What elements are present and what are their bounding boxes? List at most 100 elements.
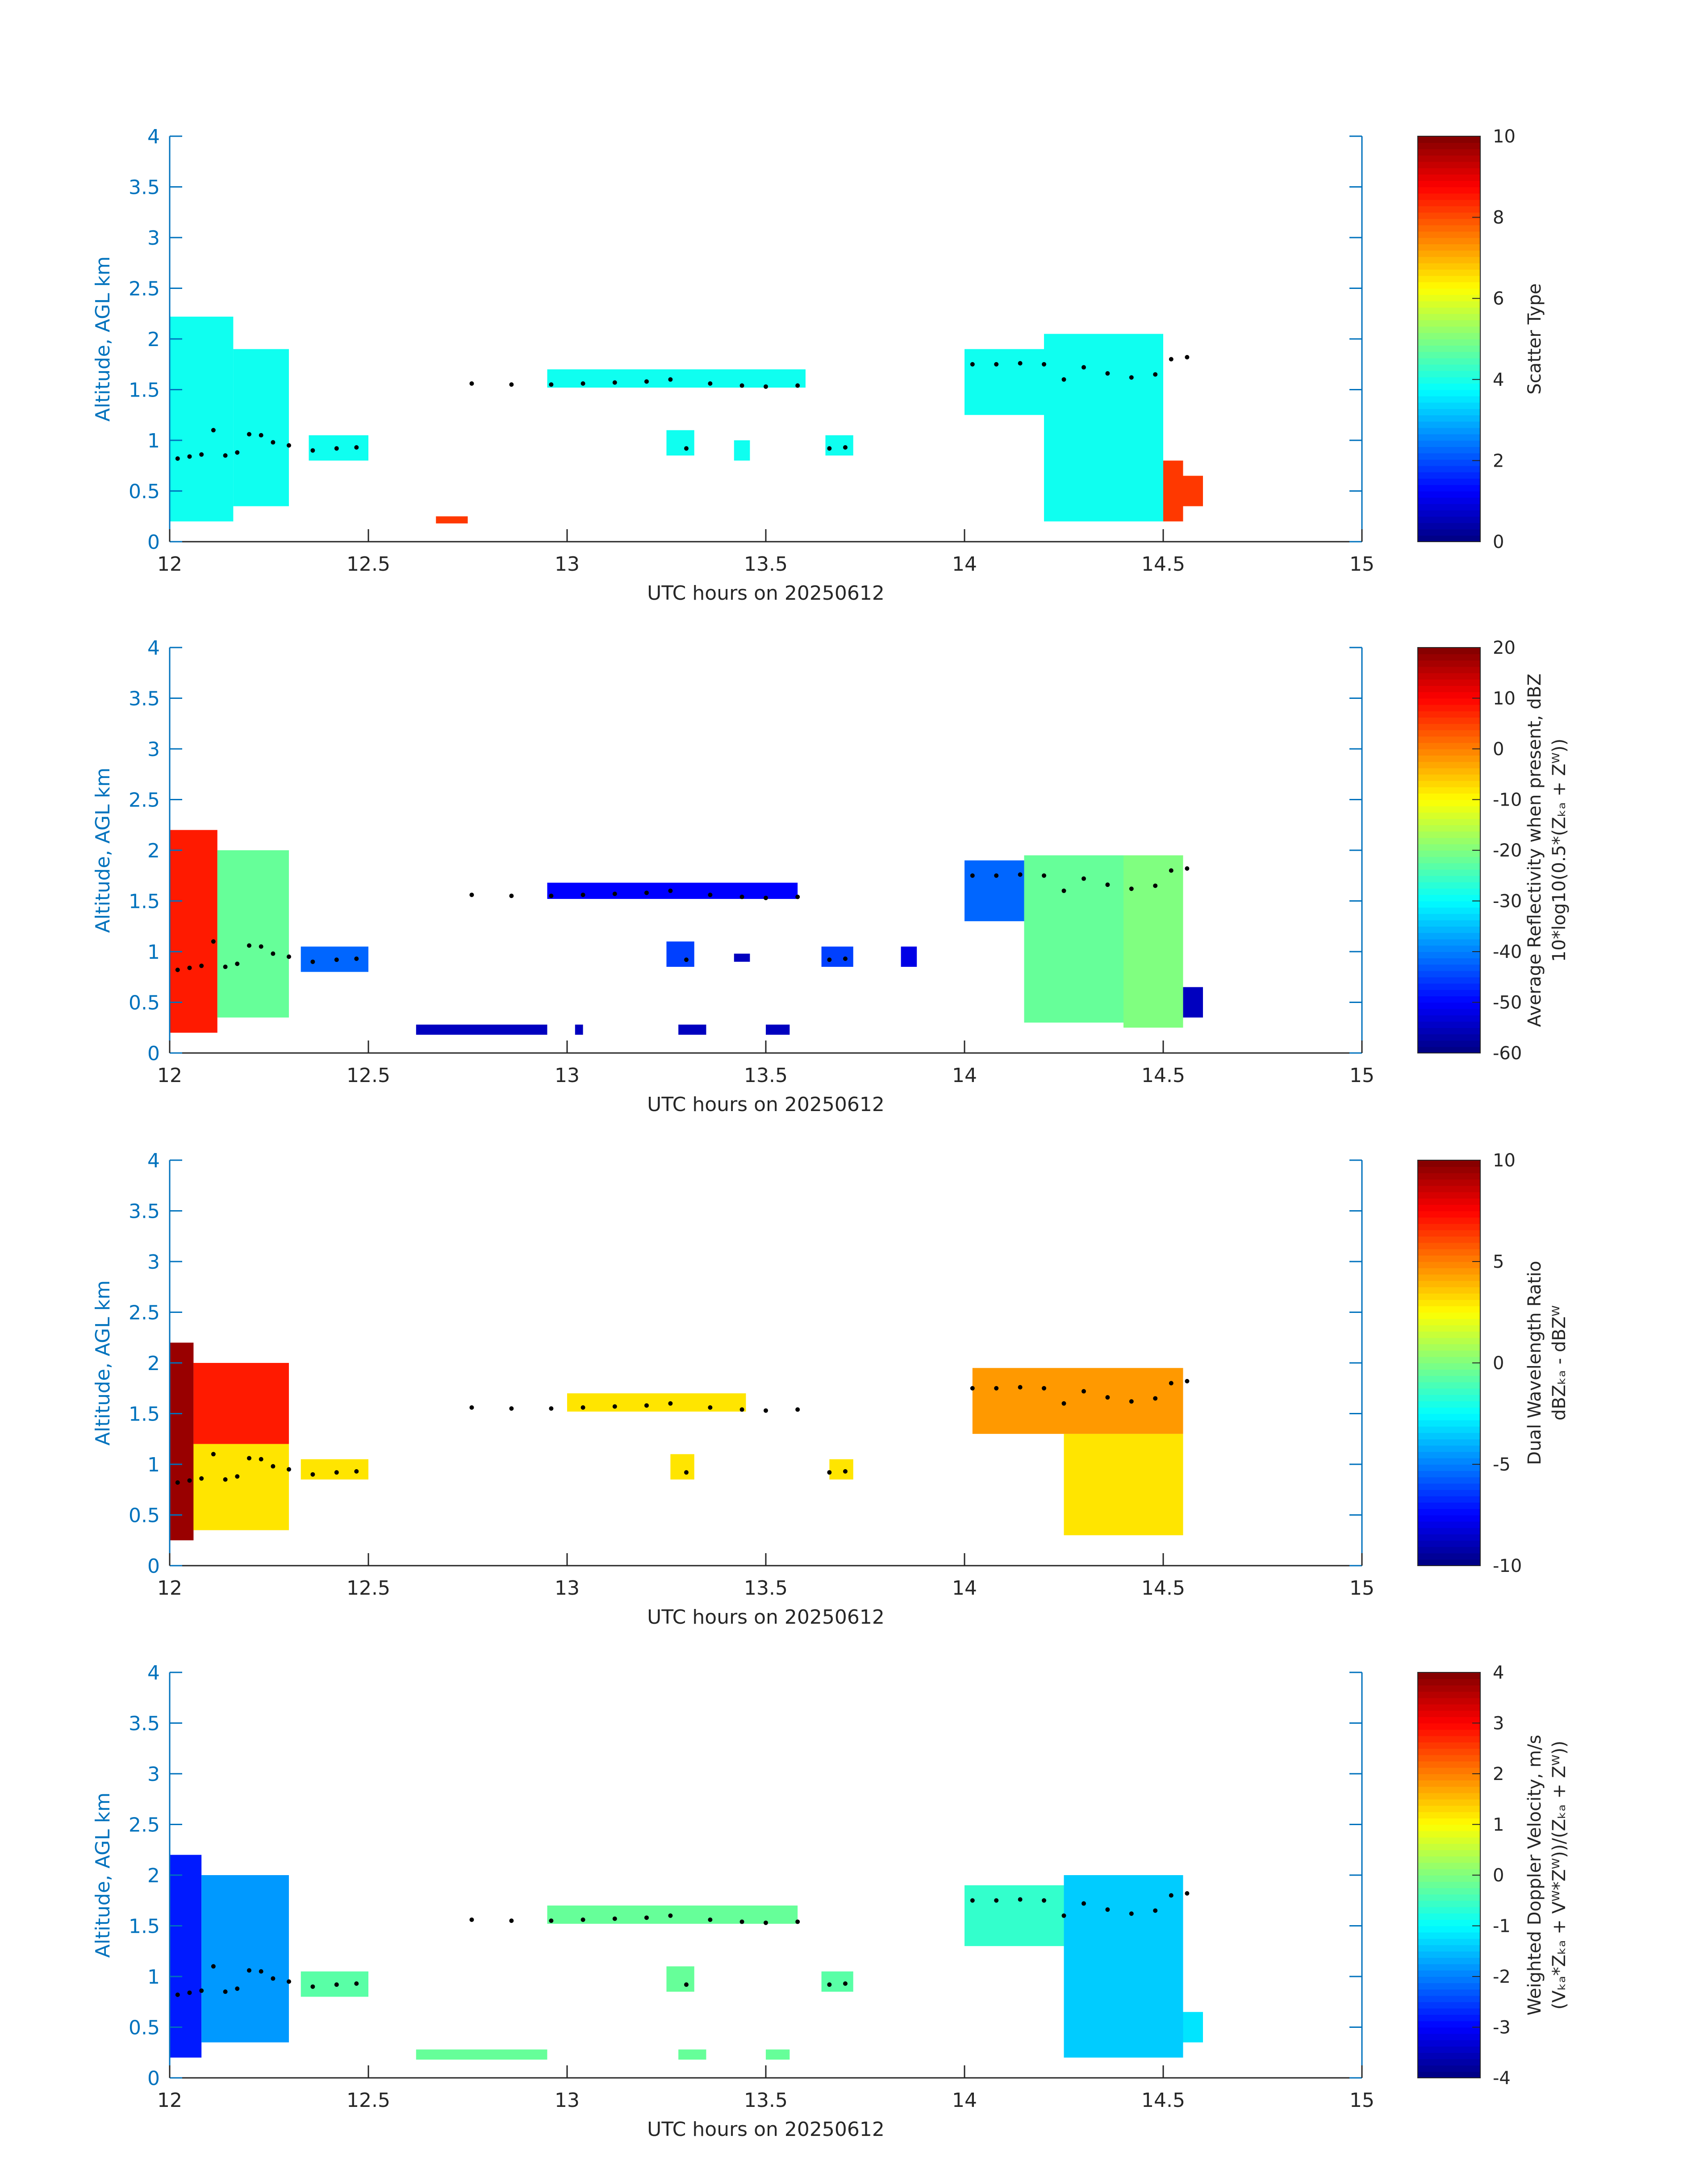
y-axis-label: Altitude, AGL km bbox=[92, 256, 114, 422]
colorbar-segment bbox=[1418, 2065, 1480, 2072]
colorbar-segment bbox=[1418, 1262, 1480, 1268]
cloud-base-point bbox=[187, 1990, 192, 1995]
colorbar-segment bbox=[1418, 1502, 1480, 1509]
colorbar-segment bbox=[1418, 888, 1480, 895]
x-tick-label: 13.5 bbox=[744, 2089, 788, 2112]
cloud-base-point bbox=[223, 453, 228, 458]
colorbar-segment bbox=[1418, 660, 1480, 667]
cloud-base-point bbox=[175, 967, 180, 972]
y-tick-label: 0.5 bbox=[129, 481, 160, 503]
echo-region bbox=[436, 516, 468, 524]
y-tick-label: 1 bbox=[147, 1454, 160, 1476]
colorbar-segment bbox=[1418, 2021, 1480, 2028]
colorbar-segment bbox=[1418, 218, 1480, 226]
colorbar-segment bbox=[1418, 510, 1480, 517]
cloud-base-point bbox=[580, 1917, 585, 1922]
colorbar-tick-label: -50 bbox=[1493, 993, 1522, 1013]
colorbar-segment bbox=[1418, 774, 1480, 781]
cloud-base-point bbox=[1169, 357, 1173, 362]
cloud-base-point bbox=[211, 428, 216, 433]
colorbar-segment bbox=[1418, 225, 1480, 232]
cloud-base-point bbox=[175, 456, 180, 461]
echo-region bbox=[1044, 334, 1163, 522]
colorbar-segment bbox=[1418, 1793, 1480, 1800]
colorbar-tick-label: -60 bbox=[1493, 1043, 1522, 1064]
colorbar-segment bbox=[1418, 1388, 1480, 1395]
cloud-base-point bbox=[271, 1464, 276, 1469]
cloud-base-point bbox=[223, 965, 228, 969]
cloud-base-point bbox=[827, 446, 832, 451]
cloud-base-point bbox=[211, 1452, 216, 1457]
cloud-base-point bbox=[827, 1982, 832, 1987]
x-axis-label: UTC hours on 20250612 bbox=[647, 1606, 885, 1629]
colorbar-segment bbox=[1418, 698, 1480, 705]
cloud-base-point bbox=[271, 440, 276, 445]
colorbar-segment bbox=[1418, 857, 1480, 864]
colorbar-segment bbox=[1418, 1293, 1480, 1300]
colorbar-segment bbox=[1418, 1850, 1480, 1857]
colorbar-segment bbox=[1418, 679, 1480, 686]
colorbar-segment bbox=[1418, 1559, 1480, 1566]
cloud-base-point bbox=[235, 1986, 240, 1991]
colorbar-tick-label: -5 bbox=[1493, 1454, 1511, 1475]
colorbar-segment bbox=[1418, 1957, 1480, 1964]
cloud-base-point bbox=[259, 1457, 263, 1462]
echo-region bbox=[1183, 2012, 1203, 2043]
colorbar-segment bbox=[1418, 1995, 1480, 2002]
y-tick-label: 1 bbox=[147, 941, 160, 964]
cloud-base-point bbox=[1082, 1901, 1086, 1906]
cloud-base-point bbox=[199, 963, 204, 968]
colorbar-segment bbox=[1418, 1976, 1480, 1983]
colorbar-segment bbox=[1418, 1382, 1480, 1389]
colorbar-segment bbox=[1418, 516, 1480, 523]
y-tick-label: 2.5 bbox=[129, 789, 160, 812]
y-tick-label: 3 bbox=[147, 227, 160, 250]
echo-region bbox=[670, 1454, 694, 1480]
colorbar-tick-label: -4 bbox=[1493, 2068, 1511, 2089]
colorbar-segment bbox=[1418, 1780, 1480, 1787]
colorbar-segment bbox=[1418, 294, 1480, 301]
colorbar-segment bbox=[1418, 1926, 1480, 1933]
cloud-base-point bbox=[334, 957, 339, 962]
colorbar-segment bbox=[1418, 1204, 1480, 1212]
x-tick-label: 13.5 bbox=[744, 553, 788, 576]
colorbar-segment bbox=[1418, 1534, 1480, 1541]
colorbar-segment bbox=[1418, 1868, 1480, 1876]
cloud-base-point bbox=[354, 1469, 359, 1474]
colorbar-segment bbox=[1418, 1742, 1480, 1749]
colorbar-label-2: (Vₖₐ*Zₖₐ + Vᵂ*Zᵂ))/(Zₖₐ + Zᵂ)) bbox=[1549, 1741, 1570, 2010]
cloud-base-point bbox=[739, 383, 744, 388]
cloud-base-point bbox=[668, 1913, 673, 1918]
colorbar-segment bbox=[1418, 345, 1480, 352]
y-tick-label: 3 bbox=[147, 738, 160, 761]
y-tick-label: 3.5 bbox=[129, 688, 160, 710]
colorbar-segment bbox=[1418, 1185, 1480, 1192]
colorbar-segment bbox=[1418, 882, 1480, 889]
colorbar-segment bbox=[1418, 1331, 1480, 1338]
colorbar-segment bbox=[1418, 447, 1480, 454]
cloud-base-point bbox=[247, 943, 251, 948]
y-axis-label: Altitude, AGL km bbox=[92, 1280, 114, 1446]
colorbar-segment bbox=[1418, 491, 1480, 498]
echo-region bbox=[170, 830, 217, 1033]
colorbar-segment bbox=[1418, 1046, 1480, 1053]
colorbar-tick-label: 2 bbox=[1493, 451, 1504, 471]
colorbar-segment bbox=[1418, 1521, 1480, 1528]
cloud-base-point bbox=[994, 873, 999, 878]
colorbar-tick-label: 0 bbox=[1493, 1353, 1504, 1374]
cloud-base-point bbox=[1129, 375, 1134, 380]
x-tick-label: 14 bbox=[952, 1064, 977, 1087]
colorbar-segment bbox=[1418, 894, 1480, 902]
colorbar-tick-label: 4 bbox=[1493, 370, 1504, 390]
colorbar-segment bbox=[1418, 730, 1480, 737]
colorbar-label: Dual Wavelength Ratio bbox=[1524, 1261, 1545, 1465]
colorbar-segment bbox=[1418, 1280, 1480, 1287]
colorbar-segment bbox=[1418, 256, 1480, 263]
x-axis-label: UTC hours on 20250612 bbox=[647, 1093, 885, 1116]
colorbar-segment bbox=[1418, 1755, 1480, 1762]
colorbar-segment bbox=[1418, 307, 1480, 314]
colorbar-segment bbox=[1418, 1433, 1480, 1440]
colorbar-tick-label: -3 bbox=[1493, 2018, 1511, 2038]
colorbar-segment bbox=[1418, 996, 1480, 1003]
cloud-base-point bbox=[644, 1915, 649, 1920]
